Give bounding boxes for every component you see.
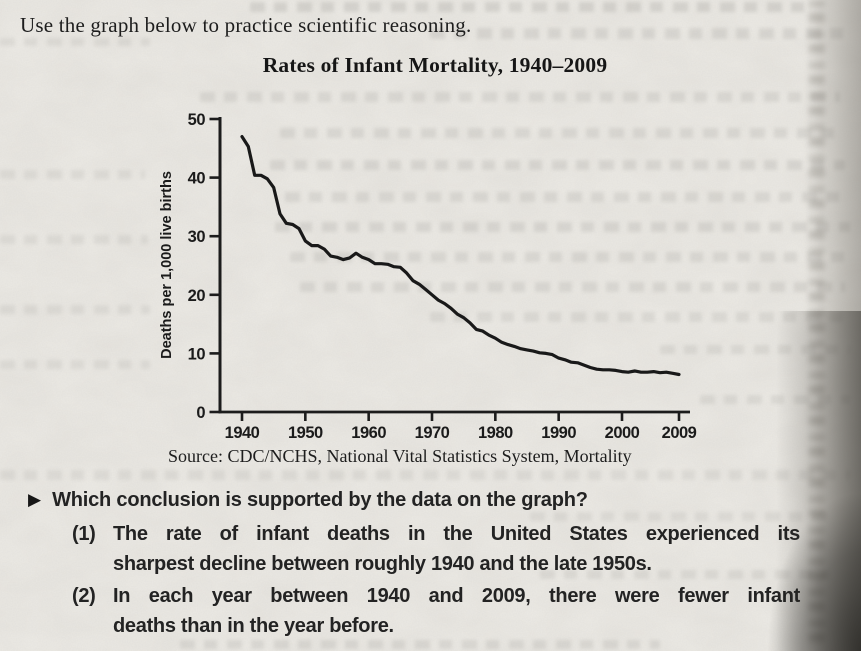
svg-text:30: 30 bbox=[188, 228, 206, 246]
svg-text:1960: 1960 bbox=[351, 424, 386, 442]
option-2-text: In each year between 1940 and 2009, ther… bbox=[113, 585, 800, 637]
mortality-rate-curve bbox=[240, 134, 681, 377]
svg-text:2000: 2000 bbox=[605, 424, 640, 442]
answer-options: (1) The rate of infant deaths in the Uni… bbox=[72, 519, 820, 641]
svg-text:2009: 2009 bbox=[662, 424, 697, 442]
svg-text:1980: 1980 bbox=[478, 424, 513, 442]
svg-text:1970: 1970 bbox=[415, 424, 450, 442]
page-edge-shadow bbox=[813, 0, 861, 651]
option-1-text: The rate of infant deaths in the United … bbox=[113, 523, 800, 575]
instruction-text: Use the graph below to practice scientif… bbox=[20, 13, 472, 37]
question-prompt: Which conclusion is supported by the dat… bbox=[52, 489, 588, 511]
svg-text:10: 10 bbox=[188, 345, 206, 363]
option-2-number: (2) bbox=[72, 585, 96, 607]
answer-option-2: (2) In each year between 1940 and 2009, … bbox=[72, 581, 820, 641]
practice-question: ▶ Which conclusion is supported by the d… bbox=[28, 487, 820, 643]
answer-option-1: (1) The rate of infant deaths in the Uni… bbox=[72, 519, 820, 579]
svg-text:1990: 1990 bbox=[541, 424, 576, 442]
svg-text:0: 0 bbox=[196, 404, 205, 422]
chart-title: Rates of Infant Mortality, 1940–2009 bbox=[262, 53, 608, 77]
question-prompt-row: ▶ Which conclusion is supported by the d… bbox=[28, 487, 820, 513]
chart-axes bbox=[218, 117, 690, 414]
svg-text:50: 50 bbox=[188, 111, 206, 129]
y-axis-title: Deaths per 1,000 live births bbox=[159, 171, 175, 359]
axis-ticks-and-labels: 0 10 20 30 40 50 1940 1950 1960 1970 1980 1990 2000 2… bbox=[188, 111, 698, 442]
question-pointer-icon: ▶ bbox=[28, 490, 42, 509]
chart-source-citation: Source: CDC/NCHS, National Vital Statist… bbox=[168, 446, 632, 466]
svg-text:40: 40 bbox=[188, 170, 206, 188]
option-1-number: (1) bbox=[72, 523, 96, 545]
svg-text:20: 20 bbox=[188, 287, 206, 305]
svg-text:1950: 1950 bbox=[288, 424, 323, 442]
svg-text:1940: 1940 bbox=[225, 424, 260, 442]
infant-mortality-line-chart: 0 10 20 30 40 50 1940 1950 1960 1970 1980 1990 2000 2… bbox=[159, 111, 698, 442]
